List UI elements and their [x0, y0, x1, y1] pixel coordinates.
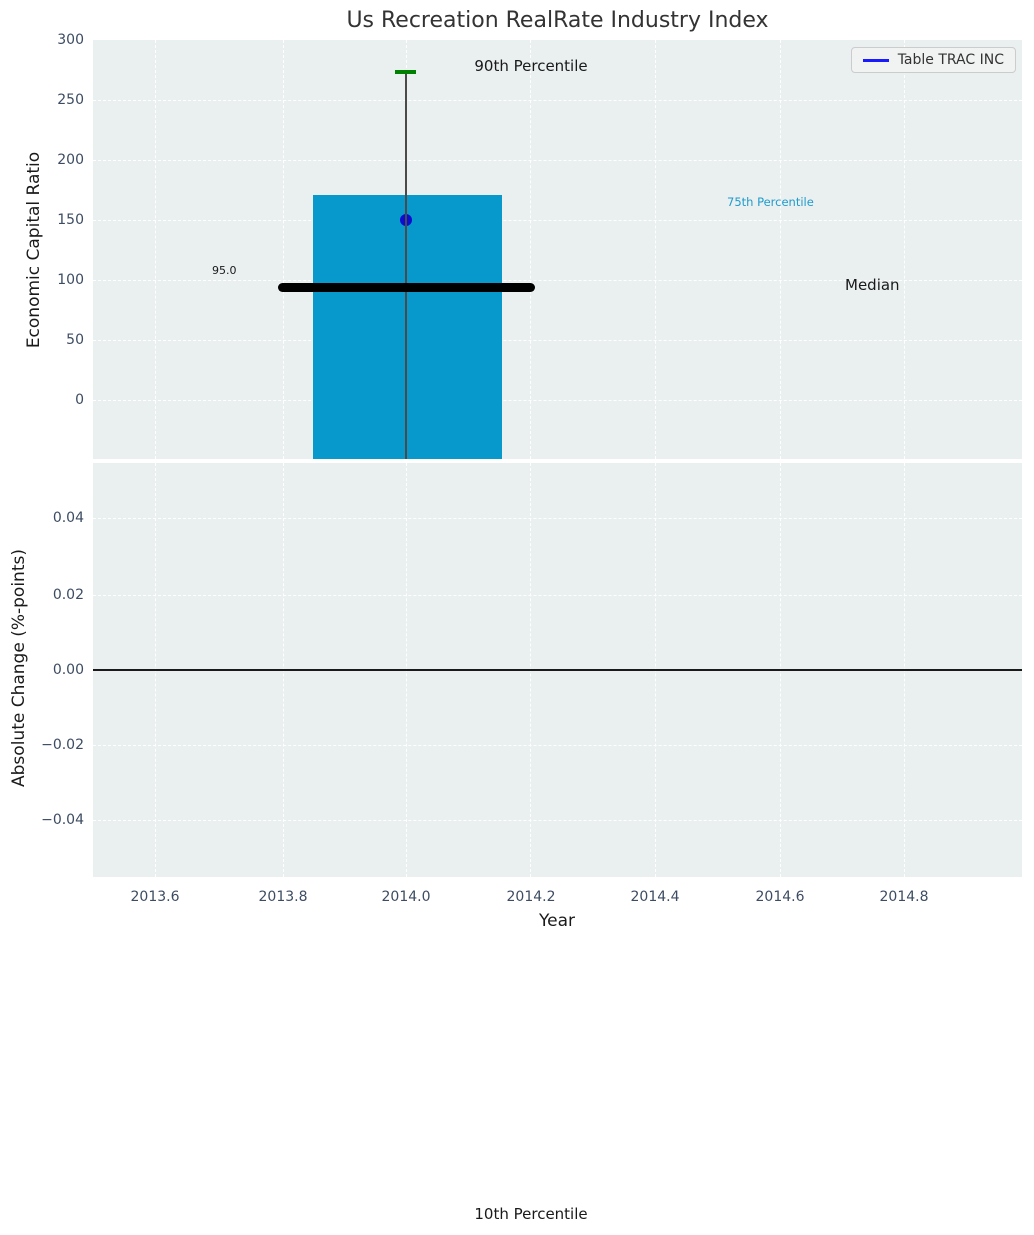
median-line — [278, 283, 535, 292]
gridline — [93, 220, 1022, 221]
gridline — [93, 160, 1022, 161]
x-tick: 2014.6 — [755, 889, 805, 905]
y-tick: 200 — [57, 152, 84, 168]
gridline — [93, 745, 1022, 746]
gridline — [155, 40, 156, 459]
gridline — [780, 40, 781, 459]
median-value-label: 95.0 — [212, 264, 237, 277]
x-tick: 2014.2 — [506, 889, 556, 905]
chart-title: Us Recreation RealRate Industry Index — [346, 8, 769, 33]
bottom-plot-area — [93, 463, 1022, 877]
gridline — [93, 595, 1022, 596]
top-plot-area: 90th Percentile 75th Percentile Median 9… — [93, 40, 1022, 459]
gridline — [93, 820, 1022, 821]
legend-label: Table TRAC INC — [897, 52, 1004, 68]
legend: Table TRAC INC — [850, 47, 1016, 73]
p75-annotation: 75th Percentile — [727, 195, 814, 209]
gridline — [655, 40, 656, 459]
y-tick: −0.02 — [41, 737, 84, 753]
y-tick: 0.02 — [52, 587, 84, 603]
gridline — [283, 40, 284, 459]
gridline — [93, 280, 1022, 281]
x-tick: 2013.8 — [258, 889, 308, 905]
zero-line — [93, 669, 1022, 671]
gridline — [904, 40, 905, 459]
top-y-axis-label: Economic Capital Ratio — [24, 151, 44, 349]
y-tick: 0.00 — [52, 662, 84, 678]
gridline — [93, 400, 1022, 401]
p90-cap — [395, 70, 416, 74]
y-tick: 100 — [57, 272, 84, 288]
y-tick: 0.04 — [52, 510, 84, 526]
p10-annotation: 10th Percentile — [474, 1205, 588, 1223]
gridline — [530, 40, 531, 459]
y-tick: 150 — [57, 212, 84, 228]
x-tick: 2014.0 — [381, 889, 431, 905]
legend-line-icon — [862, 58, 889, 62]
x-tick: 2014.4 — [630, 889, 680, 905]
whisker-line — [405, 71, 407, 459]
y-tick: 0 — [75, 392, 84, 408]
gridline — [93, 518, 1022, 519]
y-tick: −0.04 — [41, 812, 84, 828]
p90-annotation: 90th Percentile — [474, 57, 588, 75]
y-tick: 250 — [57, 92, 84, 108]
gridline — [93, 100, 1022, 101]
x-tick: 2014.8 — [879, 889, 929, 905]
x-axis-label: Year — [539, 911, 575, 931]
x-tick: 2013.6 — [130, 889, 180, 905]
y-tick: 300 — [57, 32, 84, 48]
percentile-bar — [313, 195, 502, 459]
median-annotation: Median — [845, 276, 900, 294]
y-tick: 50 — [66, 332, 84, 348]
gridline — [93, 340, 1022, 341]
